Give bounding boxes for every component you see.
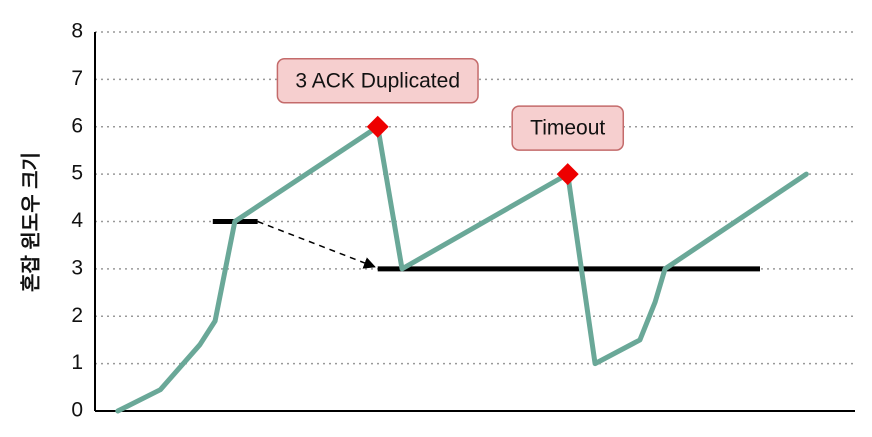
event-marker — [556, 163, 579, 186]
y-axis-label: 혼잡 윈도우 크기 — [19, 152, 42, 292]
annotation-text: Timeout — [530, 117, 605, 140]
y-tick-label: 0 — [71, 399, 83, 422]
y-tick-label: 5 — [71, 162, 83, 185]
window-line — [115, 124, 809, 414]
y-tick-label: 8 — [71, 20, 83, 43]
y-tick-label: 7 — [71, 67, 83, 90]
y-tick-label: 6 — [71, 114, 83, 137]
annotation-text: 3 ACK Duplicated — [295, 69, 460, 92]
y-tick-label: 4 — [71, 209, 83, 232]
y-tick-label: 3 — [71, 256, 83, 279]
event-marker — [366, 115, 389, 138]
annotation-box — [511, 105, 625, 151]
y-tick-label: 1 — [71, 351, 83, 374]
y-tick-label: 2 — [71, 304, 83, 327]
threshold-arrow — [257, 220, 376, 269]
annotation-box — [276, 58, 479, 104]
